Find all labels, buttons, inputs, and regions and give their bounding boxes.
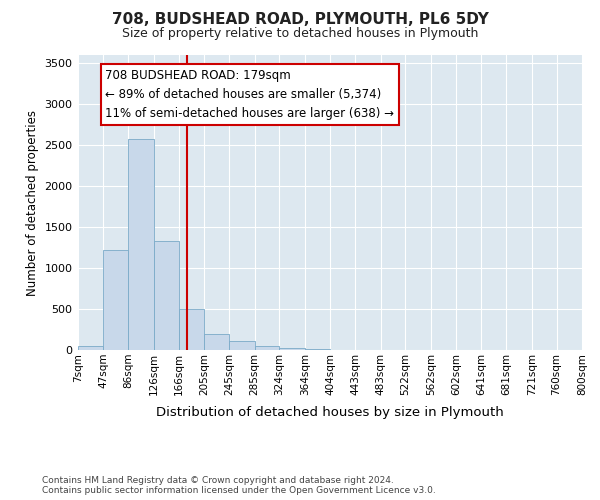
Bar (179, 309, 204, 350)
Bar (280, 348, 305, 350)
Text: Contains HM Land Registry data © Crown copyright and database right 2024.
Contai: Contains HM Land Registry data © Crown c… (42, 476, 436, 495)
Bar (128, 140, 154, 350)
Bar (154, 241, 179, 350)
Bar (305, 349, 331, 350)
X-axis label: Distribution of detached houses by size in Plymouth: Distribution of detached houses by size … (156, 406, 504, 419)
Bar (229, 342, 254, 350)
Bar (254, 346, 280, 350)
Y-axis label: Number of detached properties: Number of detached properties (26, 110, 39, 296)
Text: 708, BUDSHEAD ROAD, PLYMOUTH, PL6 5DY: 708, BUDSHEAD ROAD, PLYMOUTH, PL6 5DY (112, 12, 488, 28)
Text: 708 BUDSHEAD ROAD: 179sqm
← 89% of detached houses are smaller (5,374)
11% of se: 708 BUDSHEAD ROAD: 179sqm ← 89% of detac… (106, 69, 394, 120)
Bar (204, 334, 229, 350)
Text: Size of property relative to detached houses in Plymouth: Size of property relative to detached ho… (122, 28, 478, 40)
Bar (103, 250, 128, 350)
Bar (78, 346, 103, 350)
